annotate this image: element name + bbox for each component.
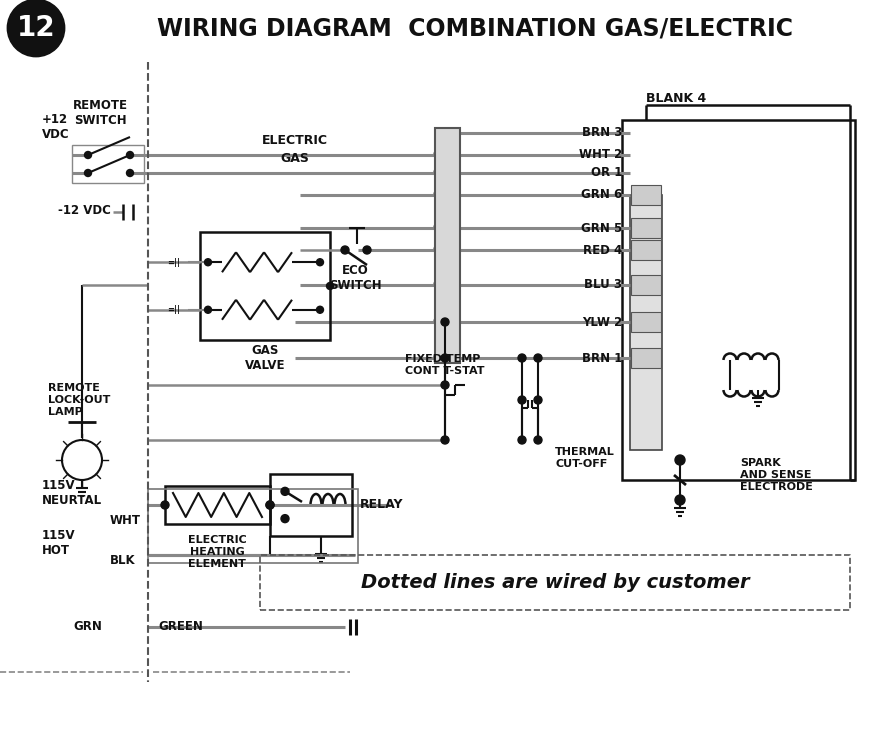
- Circle shape: [675, 495, 685, 505]
- Circle shape: [84, 152, 91, 159]
- Text: 12: 12: [17, 14, 56, 42]
- Circle shape: [316, 306, 323, 313]
- Text: ELECTRIC
HEATING
ELEMENT: ELECTRIC HEATING ELEMENT: [188, 535, 247, 569]
- Circle shape: [204, 306, 211, 313]
- Circle shape: [204, 258, 211, 266]
- Circle shape: [518, 436, 526, 444]
- Circle shape: [84, 170, 91, 176]
- Text: YLW 2: YLW 2: [581, 315, 622, 329]
- Text: BRN 3: BRN 3: [581, 127, 622, 140]
- Text: RELAY: RELAY: [361, 498, 404, 512]
- Text: FIXED TEMP
CONT T-STAT: FIXED TEMP CONT T-STAT: [405, 354, 485, 376]
- Text: OR 1: OR 1: [591, 166, 622, 179]
- Circle shape: [534, 436, 542, 444]
- Text: GREEN: GREEN: [158, 621, 202, 633]
- Text: BLANK 4: BLANK 4: [646, 92, 706, 105]
- Text: ELECTRIC: ELECTRIC: [262, 135, 328, 148]
- Text: BLK: BLK: [110, 553, 136, 567]
- Circle shape: [441, 354, 449, 362]
- Circle shape: [316, 258, 323, 266]
- Circle shape: [363, 246, 371, 254]
- Circle shape: [266, 501, 274, 509]
- Text: 115V
NEURTAL: 115V NEURTAL: [42, 479, 103, 507]
- Circle shape: [341, 246, 349, 254]
- Circle shape: [281, 515, 289, 523]
- Bar: [631, 240, 661, 260]
- Text: REMOTE
SWITCH: REMOTE SWITCH: [72, 99, 128, 127]
- Bar: [631, 312, 661, 332]
- Bar: [72, 145, 144, 183]
- Bar: [165, 486, 270, 524]
- Text: ECO
SWITCH: ECO SWITCH: [328, 264, 381, 292]
- Bar: [148, 489, 358, 563]
- Text: GRN: GRN: [73, 621, 102, 633]
- Text: +12
VDC: +12 VDC: [42, 113, 70, 141]
- Text: =||: =||: [167, 305, 180, 314]
- Bar: [631, 348, 661, 368]
- Text: =||: =||: [167, 258, 180, 266]
- Bar: [270, 474, 352, 536]
- Text: WIRING DIAGRAM  COMBINATION GAS/ELECTRIC: WIRING DIAGRAM COMBINATION GAS/ELECTRIC: [157, 16, 793, 40]
- Circle shape: [534, 354, 542, 362]
- Text: -12 VDC: -12 VDC: [58, 203, 111, 217]
- Circle shape: [518, 354, 526, 362]
- Bar: [631, 275, 661, 295]
- Text: BLU 3: BLU 3: [584, 278, 622, 291]
- Text: GAS: GAS: [281, 152, 309, 165]
- Circle shape: [127, 170, 134, 176]
- Text: REMOTE
LOCK-OUT
LAMP: REMOTE LOCK-OUT LAMP: [48, 384, 110, 417]
- Text: GRN 6: GRN 6: [580, 189, 622, 201]
- Text: THERMAL
CUT-OFF: THERMAL CUT-OFF: [555, 447, 614, 468]
- Text: SPARK
AND SENSE
ELECTRODE: SPARK AND SENSE ELECTRODE: [740, 458, 813, 492]
- Text: WHT 2: WHT 2: [579, 149, 622, 162]
- Circle shape: [281, 488, 289, 496]
- Circle shape: [441, 381, 449, 389]
- Text: WHT: WHT: [110, 515, 141, 528]
- Bar: [631, 218, 661, 238]
- Circle shape: [441, 318, 449, 326]
- Bar: [200, 232, 330, 340]
- Bar: [435, 128, 460, 363]
- Circle shape: [534, 396, 542, 404]
- Text: RED 4: RED 4: [583, 244, 622, 256]
- Circle shape: [161, 501, 169, 509]
- Circle shape: [327, 283, 334, 289]
- Circle shape: [127, 152, 134, 159]
- Circle shape: [675, 455, 685, 465]
- Bar: [631, 185, 661, 205]
- Circle shape: [266, 501, 274, 509]
- Text: GAS
VALVE: GAS VALVE: [245, 344, 285, 372]
- Text: Dotted lines are wired by customer: Dotted lines are wired by customer: [361, 573, 749, 592]
- Circle shape: [518, 396, 526, 404]
- Bar: [622, 120, 855, 480]
- Circle shape: [441, 436, 449, 444]
- Text: 115V
HOT: 115V HOT: [42, 529, 76, 557]
- Bar: [630, 195, 662, 450]
- Circle shape: [8, 0, 64, 56]
- Text: GRN 5: GRN 5: [580, 222, 622, 234]
- Text: BRN 1: BRN 1: [581, 351, 622, 365]
